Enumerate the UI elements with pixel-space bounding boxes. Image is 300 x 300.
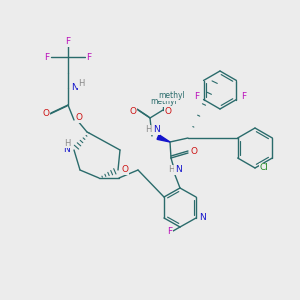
Text: F: F xyxy=(241,92,246,101)
Text: N: N xyxy=(64,146,70,154)
Text: O: O xyxy=(164,106,172,116)
Text: F: F xyxy=(167,227,172,236)
Text: F: F xyxy=(44,52,50,62)
Text: H: H xyxy=(78,79,84,88)
Text: O: O xyxy=(76,113,82,122)
Text: methyl: methyl xyxy=(159,92,185,100)
Text: N: N xyxy=(199,214,206,223)
Text: N: N xyxy=(175,166,182,175)
Text: H: H xyxy=(64,139,70,148)
Text: Cl: Cl xyxy=(260,164,268,172)
Text: H: H xyxy=(168,166,174,175)
Polygon shape xyxy=(157,135,170,142)
Text: F: F xyxy=(86,52,92,62)
Text: F: F xyxy=(65,38,70,46)
Text: O: O xyxy=(122,166,128,175)
Text: O: O xyxy=(130,106,136,116)
Text: H: H xyxy=(145,125,151,134)
Text: O: O xyxy=(190,148,197,157)
Text: O: O xyxy=(43,110,50,118)
Text: N: N xyxy=(153,125,159,134)
Text: N: N xyxy=(70,82,77,91)
Text: F: F xyxy=(194,92,199,101)
Text: methyl: methyl xyxy=(151,98,177,106)
